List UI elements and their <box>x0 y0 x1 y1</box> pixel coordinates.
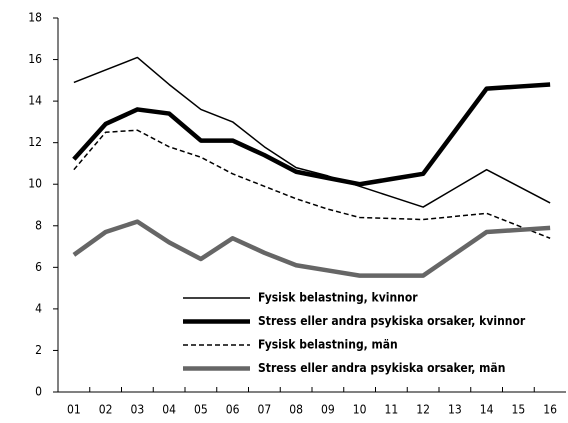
y-tick-label: 14 <box>28 94 42 108</box>
x-tick-label: 01 <box>67 403 81 417</box>
x-tick-label: 04 <box>162 403 176 417</box>
legend-label: Fysisk belastning, kvinnor <box>258 291 418 305</box>
series-line <box>73 56 551 208</box>
y-tick-label: 0 <box>35 385 42 399</box>
legend-label: Fysisk belastning, män <box>258 338 398 352</box>
x-tick-label: 08 <box>289 403 303 417</box>
series-line <box>72 82 551 187</box>
y-tick-label: 2 <box>35 343 42 357</box>
x-tick-label: 12 <box>416 403 430 417</box>
x-tick-label: 15 <box>512 403 526 417</box>
y-tick-label: 4 <box>35 301 42 315</box>
x-tick-label: 16 <box>543 403 557 417</box>
x-tick-label: 03 <box>131 403 145 417</box>
legend-label: Stress eller andra psykiska orsaker, män <box>258 361 505 375</box>
y-tick-label: 10 <box>28 177 42 191</box>
y-tick-label: 18 <box>28 11 42 25</box>
x-tick-label: 07 <box>258 403 272 417</box>
x-tick-label: 09 <box>321 403 335 417</box>
x-tick-label: 11 <box>385 403 399 417</box>
series-line <box>73 129 551 239</box>
x-tick-label: 13 <box>448 403 462 417</box>
x-tick-label: 05 <box>194 403 208 417</box>
legend-label: Stress eller andra psykiska orsaker, kvi… <box>258 314 526 328</box>
y-tick-label: 8 <box>35 218 42 232</box>
x-tick-label: 10 <box>353 403 367 417</box>
y-tick-label: 6 <box>35 260 42 274</box>
x-tick-label: 06 <box>226 403 240 417</box>
legend: Fysisk belastning, kvinnor Stress eller a… <box>183 291 526 375</box>
x-tick-label: 14 <box>480 403 494 417</box>
y-tick-label: 16 <box>28 52 42 66</box>
x-tick-label: 02 <box>99 403 113 417</box>
y-tick-label: 12 <box>28 135 42 149</box>
series-line <box>72 219 551 278</box>
